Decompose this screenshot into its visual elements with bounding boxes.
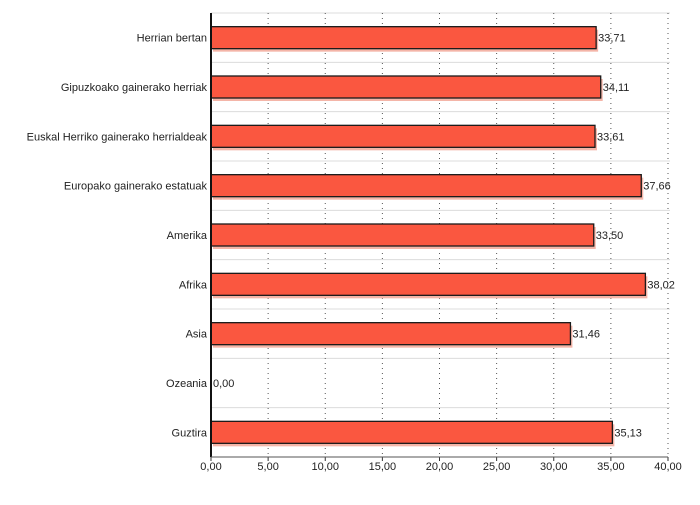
bar	[210, 124, 596, 148]
category-label: Europako gainerako estatuak	[64, 181, 208, 193]
bar	[210, 75, 602, 99]
bar	[210, 420, 614, 444]
value-label: 33,50	[596, 230, 624, 242]
x-tick-label: 20,00	[426, 461, 454, 473]
x-tick-label: 15,00	[369, 461, 397, 473]
category-label: Amerika	[167, 230, 208, 242]
bar	[210, 272, 647, 296]
bar	[210, 322, 572, 346]
category-label: Guztira	[172, 427, 208, 439]
value-label: 35,13	[614, 427, 642, 439]
value-label: 31,46	[572, 329, 600, 341]
bar	[210, 174, 642, 198]
category-label: Gipuzkoako gainerako herriak	[61, 82, 208, 94]
value-label: 33,61	[597, 131, 625, 143]
x-tick-label: 5,00	[257, 461, 278, 473]
category-label: Herrian bertan	[137, 33, 207, 45]
category-label: Euskal Herriko gainerako herrialdeak	[27, 131, 208, 143]
value-label: 0,00	[213, 378, 234, 390]
x-tick-label: 0,00	[200, 461, 221, 473]
category-label: Ozeania	[166, 378, 208, 390]
category-label: Afrika	[179, 279, 208, 291]
x-tick-label: 40,00	[654, 461, 682, 473]
value-label: 38,02	[647, 279, 675, 291]
x-tick-label: 25,00	[483, 461, 511, 473]
x-tick-label: 35,00	[597, 461, 625, 473]
x-tick-label: 30,00	[540, 461, 568, 473]
x-tick-label: 10,00	[311, 461, 339, 473]
value-label: 33,71	[598, 33, 626, 45]
bar	[210, 26, 597, 50]
value-label: 37,66	[643, 181, 671, 193]
bar	[210, 223, 595, 247]
category-label: Asia	[186, 329, 208, 341]
value-label: 34,11	[603, 82, 630, 94]
